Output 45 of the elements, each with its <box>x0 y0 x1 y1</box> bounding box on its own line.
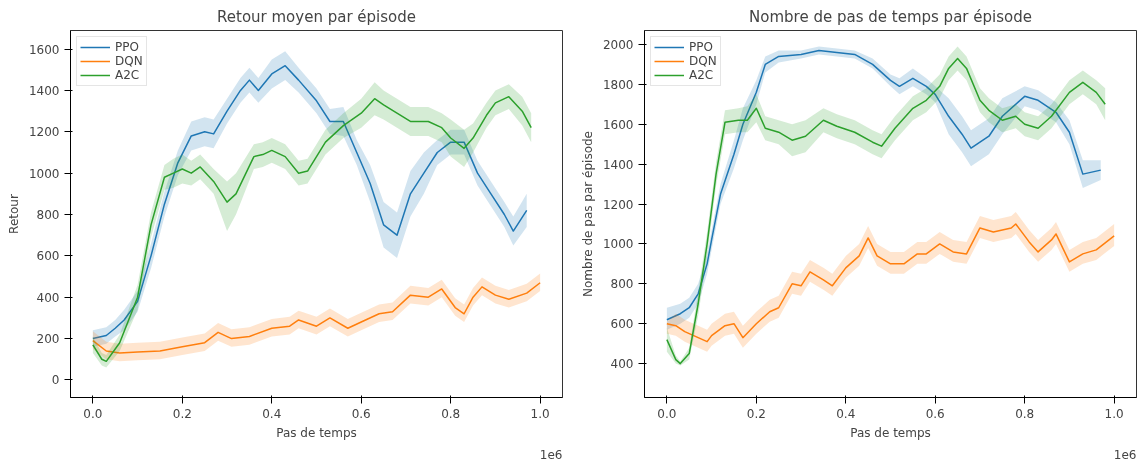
y-tick-label: 2000 <box>602 37 634 52</box>
legend-label: DQN <box>115 54 143 68</box>
x-tick-label: 0.8 <box>441 406 461 421</box>
text: 1e6 <box>539 447 563 462</box>
x-tick-label: 0.8 <box>1015 406 1035 421</box>
x-tick-label: 0.2 <box>172 406 192 421</box>
x-tick-label: 0.0 <box>83 406 103 421</box>
chart-title: Retour moyen par épisode <box>217 7 416 26</box>
x-tick-label: 0.4 <box>262 406 282 421</box>
y-tick-label: 600 <box>610 317 634 332</box>
y-tick-label: 400 <box>610 357 634 372</box>
y-tick-label: 800 <box>610 277 634 292</box>
y-tick-label: 1600 <box>28 42 60 57</box>
x-axis-title: Pas de temps <box>276 425 357 440</box>
legend-label: PPO <box>115 40 139 54</box>
y-tick-label: 200 <box>36 332 60 347</box>
legend-label: A2C <box>115 68 140 82</box>
x-tick-label: 0.4 <box>836 406 856 421</box>
x-tick-label: 0.2 <box>746 406 766 421</box>
x-axis-title: Pas de temps <box>850 425 931 440</box>
y-tick-label: 1400 <box>28 83 60 98</box>
y-tick-label: 0 <box>51 373 60 388</box>
y-axis-title: Nombre de pas par épisode <box>580 131 595 297</box>
y-tick-label: 1000 <box>28 166 60 181</box>
text: 1e6 <box>1113 447 1137 462</box>
y-tick-label: 600 <box>36 249 60 264</box>
y-tick-label: 1200 <box>28 125 60 140</box>
y-tick-label: 1000 <box>602 237 634 252</box>
y-tick-label: 1800 <box>602 77 634 92</box>
y-tick-label: 400 <box>36 290 60 305</box>
y-axis-title: Retour <box>6 194 21 234</box>
x-tick-label: 0.6 <box>351 406 371 421</box>
y-tick-label: 1200 <box>602 197 634 212</box>
x-tick-label: 0.6 <box>925 406 945 421</box>
x-tick-label: 0.0 <box>657 406 677 421</box>
x-tick-label: 1.0 <box>530 406 550 421</box>
y-tick-label: 1600 <box>602 117 634 132</box>
legend-label: PPO <box>689 40 713 54</box>
legend-label: A2C <box>689 68 714 82</box>
x-tick-label: 1.0 <box>1104 406 1124 421</box>
chart-title: Nombre de pas de temps par épisode <box>749 7 1032 26</box>
line-series <box>92 282 541 354</box>
legend-label: DQN <box>689 54 717 68</box>
y-tick-label: 1400 <box>602 157 634 172</box>
y-tick-label: 800 <box>36 208 60 223</box>
